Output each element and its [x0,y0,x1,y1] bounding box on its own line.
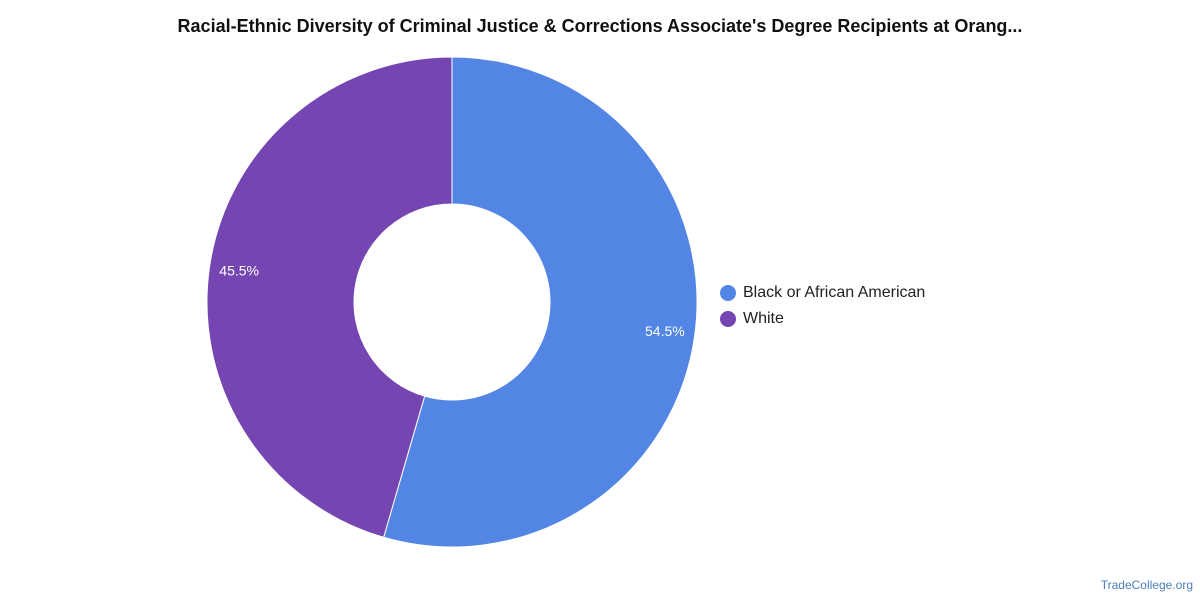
slice-value-label: 54.5% [645,323,685,339]
chart-legend: Black or African American White [720,280,925,332]
slice-value-label: 45.5% [219,262,259,278]
donut-slice-black-or-african-american[interactable] [383,56,698,548]
donut-slice-white[interactable] [206,56,453,538]
legend-label: White [743,310,784,327]
legend-swatch [720,285,736,301]
source-credit[interactable]: TradeCollege.org [1100,578,1193,592]
donut-slice-labels: 54.5% 45.5% [219,262,684,339]
legend-item[interactable]: Black or African American [720,280,925,306]
donut-slices [206,56,698,548]
legend-item[interactable]: White [720,306,925,332]
chart-title: Racial-Ethnic Diversity of Criminal Just… [177,16,1023,36]
legend-label: Black or African American [743,284,926,301]
legend-swatch [720,311,736,327]
